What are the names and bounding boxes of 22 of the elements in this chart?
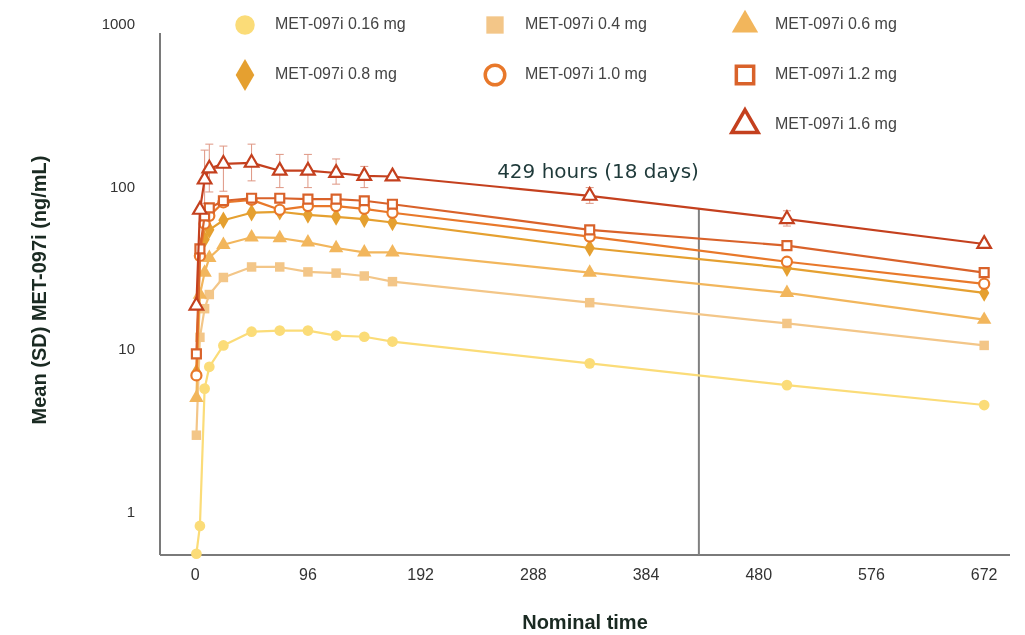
x-tick-label: 96 bbox=[299, 566, 317, 583]
legend-label: MET-097i 0.16 mg bbox=[275, 15, 406, 33]
y-axis-title: Mean (SD) MET-097i (ng/mL) bbox=[28, 155, 50, 425]
legend-label: MET-097i 0.6 mg bbox=[775, 15, 897, 33]
legend-label: MET-097i 1.2 mg bbox=[775, 65, 897, 83]
legend-label: MET-097i 0.8 mg bbox=[275, 65, 397, 83]
legend-label: MET-097i 0.4 mg bbox=[525, 15, 647, 33]
y-tick-label: 10 bbox=[118, 340, 135, 358]
x-tick-label: 480 bbox=[745, 566, 773, 583]
y-tick-label: 1000 bbox=[101, 14, 135, 32]
y-tick-label: 1 bbox=[126, 502, 135, 520]
x-tick-label: 672 bbox=[970, 566, 998, 583]
x-tick-label: 576 bbox=[858, 566, 885, 583]
x-tick-label: 384 bbox=[632, 566, 660, 583]
x-tick-label: 0 bbox=[190, 566, 200, 583]
legend-label: MET-097i 1.6 mg bbox=[775, 115, 897, 133]
x-tick-label: 288 bbox=[519, 566, 547, 583]
ref-line-label: 429 hours (18 days) bbox=[497, 159, 699, 183]
x-axis-title: Nominal time bbox=[522, 611, 648, 633]
legend-label: MET-097i 1.0 mg bbox=[525, 65, 647, 83]
y-tick-label: 100 bbox=[109, 177, 135, 195]
x-tick-label: 192 bbox=[407, 566, 435, 583]
